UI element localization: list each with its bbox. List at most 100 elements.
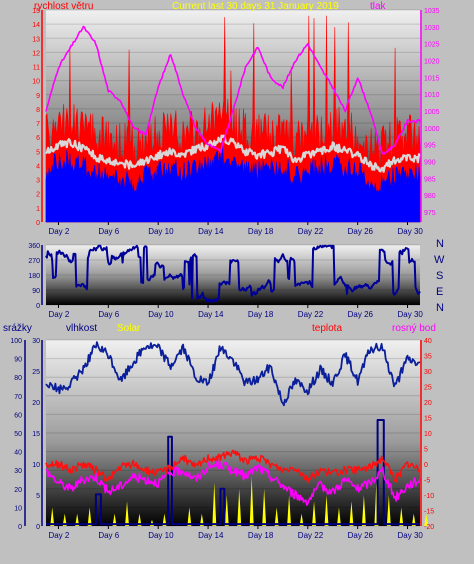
wind-tick-label: 12 [32, 50, 40, 57]
compass-n-top: N [436, 238, 444, 250]
pressure-label: tlak [370, 1, 387, 12]
pressure-series [45, 25, 421, 155]
humidity-tick-label: 10 [32, 462, 40, 469]
direction-tick-label: 270 [28, 258, 40, 265]
wind-x-tick-label: Day 10 [148, 227, 174, 236]
wind-tick-label: 11 [33, 65, 40, 72]
solar-bar [299, 513, 304, 526]
solar-bar [75, 513, 80, 526]
wind-tick-label: 14 [32, 22, 40, 29]
temperature-tick-label: 0 [424, 462, 428, 469]
solar-bar [249, 476, 254, 526]
wind-tick-label: 0 [36, 220, 40, 227]
direction-x-tick-label: Day 18 [248, 310, 274, 319]
dew-point-series [45, 459, 421, 506]
pressure-tick-label: 995 [424, 143, 436, 150]
solar-bar [87, 507, 92, 526]
solar-bar [137, 513, 142, 526]
humidity-tick-label: 15 [32, 431, 40, 438]
wind-gust-series [45, 134, 422, 173]
solar-bar [237, 488, 242, 526]
humidity-tick-label: 0 [36, 524, 40, 531]
wind-tick-label: 8 [36, 107, 40, 114]
solar-bar [411, 513, 416, 526]
wind-tick-label: 13 [32, 36, 40, 43]
solar-bar [224, 495, 229, 526]
direction-x-tick-label: Day 2 [48, 310, 69, 319]
humidity-tick-label: 30 [32, 338, 40, 345]
rain-tick-label: 40 [14, 450, 22, 457]
direction-x-tick-label: Day 26 [348, 310, 374, 319]
temperature-tick-label: -20 [424, 524, 434, 531]
pressure-tick-label: 1020 [424, 58, 440, 65]
solar-bar [125, 501, 130, 526]
pressure-tick-label: 980 [424, 193, 436, 200]
rain-tick-label: 0 [18, 524, 22, 531]
rain-tick-label: 70 [14, 394, 22, 401]
wind-tick-label: 9 [36, 93, 40, 100]
direction-tick-label: 0 [36, 303, 40, 310]
humidity-x-tick-label: Day 14 [198, 531, 224, 540]
pressure-tick-label: 990 [424, 159, 436, 166]
direction-panel-background [46, 245, 420, 305]
wind-x-tick-label: Day 2 [48, 227, 69, 236]
temperature-tick-label: 40 [424, 338, 432, 345]
rain-tick-label: 30 [14, 468, 22, 475]
wind-tick-label: 4 [36, 163, 40, 170]
wind-tick-label: 3 [36, 178, 40, 185]
temperature-tick-label: 15 [424, 416, 432, 423]
wind-tick-label: 2 [36, 192, 40, 199]
pressure-tick-label: 1005 [424, 109, 440, 116]
compass-s: S [436, 270, 443, 282]
wind-average-series [45, 145, 421, 223]
humidity-x-tick-label: Day 10 [148, 531, 174, 540]
rain-tick-label: 20 [14, 487, 22, 494]
solar-label: Solar [117, 323, 141, 334]
solar-bar [386, 495, 391, 526]
temperature-tick-label: 5 [424, 447, 428, 454]
pressure-tick-label: 1000 [424, 126, 440, 133]
humidity-x-tick-label: Day 6 [98, 531, 119, 540]
humidity-tick-label: 20 [32, 400, 40, 407]
solar-bar [62, 513, 67, 526]
pressure-tick-label: 975 [424, 210, 436, 217]
wind-tick-label: 15 [32, 8, 40, 15]
solar-bar [212, 482, 217, 526]
pressure-tick-label: 985 [424, 176, 436, 183]
humidity-tick-label: 5 [36, 493, 40, 500]
humidity-x-tick-label: Day 26 [348, 531, 374, 540]
solar-bar [187, 507, 192, 526]
solar-bar [399, 507, 404, 526]
wind-x-tick-label: Day 26 [348, 227, 374, 236]
wind-speed-label: rychlost větru [34, 1, 93, 12]
direction-x-tick-label: Day 22 [298, 310, 324, 319]
humidity-x-tick-label: Day 18 [248, 531, 274, 540]
rain-tick-label: 50 [14, 431, 22, 438]
chart-title: Current last 30 days 31 January 2019 [172, 1, 339, 12]
pressure-tick-label: 1030 [424, 25, 440, 32]
solar-bar [274, 507, 279, 526]
solar-bar [324, 495, 329, 526]
rain-series [46, 419, 420, 526]
wind-x-tick-label: Day 30 [398, 227, 424, 236]
solar-bar [162, 513, 167, 526]
humidity-series [45, 341, 421, 407]
direction-x-tick-label: Day 10 [148, 310, 174, 319]
humidity-x-tick-label: Day 22 [298, 531, 324, 540]
temperature-tick-label: 35 [424, 354, 432, 361]
solar-bar [361, 495, 366, 526]
wind-x-tick-label: Day 6 [98, 227, 119, 236]
temperature-tick-label: 25 [424, 385, 432, 392]
compass-w: W [434, 254, 445, 266]
temperature-tick-label: 30 [424, 369, 432, 376]
direction-x-tick-label: Day 6 [98, 310, 119, 319]
rain-label: srážky [3, 323, 32, 334]
humidity-x-tick-label: Day 30 [398, 531, 424, 540]
humidity-label: vlhkost [66, 323, 97, 334]
compass-e: E [436, 286, 443, 298]
rain-tick-label: 80 [14, 375, 22, 382]
dew-point-label: rosný bod [392, 323, 436, 334]
pressure-tick-label: 1025 [424, 42, 440, 49]
solar-bar [424, 513, 429, 526]
temperature-label: teplota [312, 323, 342, 334]
